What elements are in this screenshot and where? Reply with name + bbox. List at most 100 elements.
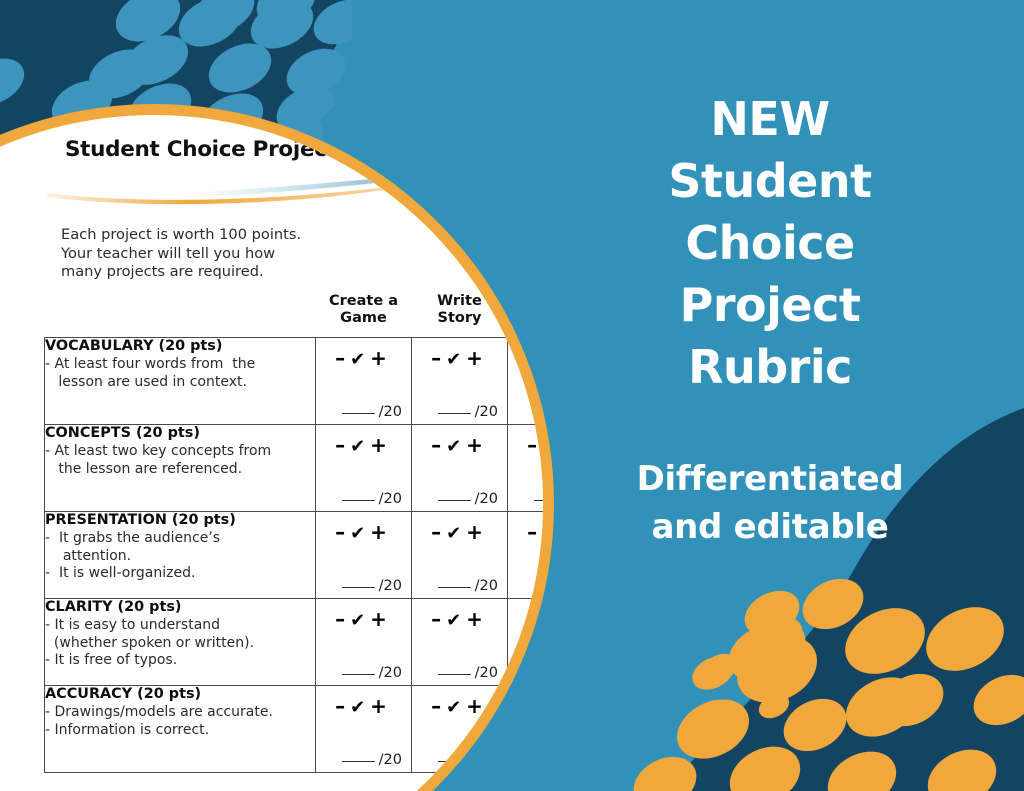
score-write-in[interactable] [533,413,543,414]
plus-mark[interactable]: + [370,694,392,718]
check-mark[interactable]: ✔ [542,523,543,544]
plus-mark[interactable]: + [466,607,488,631]
score-blank[interactable]: /20 [341,404,402,420]
score-write-in[interactable] [533,674,543,675]
score-marks[interactable]: –✔+ [412,607,507,631]
plus-mark[interactable]: + [370,607,392,631]
check-mark[interactable]: ✔ [446,697,467,718]
score-blank[interactable]: /20 [341,665,402,681]
score-write-in[interactable] [341,761,375,762]
plus-mark[interactable]: + [370,346,392,370]
score-marks[interactable]: –✔+ [508,694,543,718]
score-write-in[interactable] [533,761,543,762]
check-mark[interactable]: ✔ [446,610,467,631]
score-write-in[interactable] [533,587,543,588]
check-mark[interactable]: ✔ [350,610,371,631]
score-cell[interactable]: –✔+ /20 [507,685,543,773]
check-mark[interactable]: ✔ [542,697,543,718]
score-write-in[interactable] [437,674,471,675]
check-mark[interactable]: ✔ [350,349,371,370]
score-blank[interactable]: /20 [437,578,498,594]
plus-mark[interactable]: + [466,520,488,544]
score-cell[interactable]: –✔+ /20 [315,685,412,773]
score-blank[interactable]: /20 [437,665,498,681]
score-marks[interactable]: –✔+ [412,346,507,370]
minus-mark[interactable]: – [335,433,351,457]
score-write-in[interactable] [437,587,471,588]
check-mark[interactable]: ✔ [350,436,371,457]
check-mark[interactable]: ✔ [350,697,371,718]
plus-mark[interactable]: + [466,694,488,718]
minus-mark[interactable]: – [527,433,543,457]
check-mark[interactable]: ✔ [446,523,467,544]
plus-mark[interactable]: + [466,346,488,370]
score-write-in[interactable] [437,500,471,501]
check-mark[interactable]: ✔ [542,349,543,370]
score-cell[interactable]: –✔+ /20 [411,337,508,425]
score-cell[interactable]: –✔+ /20 [507,424,543,512]
score-blank[interactable]: /20 [533,665,543,681]
minus-mark[interactable]: – [335,520,351,544]
check-mark[interactable]: ✔ [542,436,543,457]
score-write-in[interactable] [341,587,375,588]
score-marks[interactable]: –✔+ [316,694,411,718]
score-blank[interactable]: /20 [437,491,498,507]
score-cell[interactable]: –✔+ /20 [315,424,412,512]
score-cell[interactable]: –✔+ /20 [315,511,412,599]
score-marks[interactable]: –✔+ [412,433,507,457]
score-blank[interactable]: /20 [341,578,402,594]
score-blank[interactable]: /20 [437,404,498,420]
table-row: ACCURACY (20 pts) - Drawings/models are a… [44,685,543,773]
score-write-in[interactable] [341,500,375,501]
score-marks[interactable]: –✔+ [316,433,411,457]
score-blank[interactable]: /20 [533,491,543,507]
minus-mark[interactable]: – [431,433,447,457]
minus-mark[interactable]: – [527,346,543,370]
score-write-in[interactable] [533,500,543,501]
score-cell[interactable]: –✔+ /20 [315,598,412,686]
score-write-in[interactable] [437,761,471,762]
score-write-in[interactable] [341,674,375,675]
check-mark[interactable]: ✔ [350,523,371,544]
score-marks[interactable]: –✔+ [316,346,411,370]
score-marks[interactable]: –✔+ [412,694,507,718]
score-cell[interactable]: –✔+ /20 [411,685,508,773]
minus-mark[interactable]: – [431,346,447,370]
check-mark[interactable]: ✔ [542,610,543,631]
minus-mark[interactable]: – [335,346,351,370]
score-blank[interactable]: /20 [533,404,543,420]
minus-mark[interactable]: – [527,694,543,718]
minus-mark[interactable]: – [431,694,447,718]
score-blank[interactable]: /20 [533,752,543,768]
check-mark[interactable]: ✔ [446,436,467,457]
score-blank[interactable]: /20 [341,752,402,768]
score-cell[interactable]: –✔+ /20 [411,511,508,599]
score-write-in[interactable] [341,413,375,414]
minus-mark[interactable]: – [431,520,447,544]
minus-mark[interactable]: – [335,694,351,718]
check-mark[interactable]: ✔ [446,349,467,370]
score-marks[interactable]: –✔+ [508,433,543,457]
minus-mark[interactable]: – [527,607,543,631]
plus-mark[interactable]: + [466,433,488,457]
score-blank[interactable]: /20 [341,491,402,507]
score-cell[interactable]: –✔+ /20 [507,598,543,686]
plus-mark[interactable]: + [370,433,392,457]
score-marks[interactable]: –✔+ [508,607,543,631]
minus-mark[interactable]: – [431,607,447,631]
score-write-in[interactable] [437,413,471,414]
score-marks[interactable]: –✔+ [508,346,543,370]
score-marks[interactable]: –✔+ [412,520,507,544]
score-marks[interactable]: –✔+ [316,520,411,544]
score-marks[interactable]: –✔+ [316,607,411,631]
score-marks[interactable]: –✔+ [508,520,543,544]
score-blank[interactable]: /20 [437,752,498,768]
plus-mark[interactable]: + [370,520,392,544]
score-cell[interactable]: –✔+ /20 [315,337,412,425]
score-cell[interactable]: –✔+ /20 [411,598,508,686]
score-cell[interactable]: –✔+ /20 [411,424,508,512]
minus-mark[interactable]: – [527,520,543,544]
score-cell[interactable]: –✔+ /20 [507,337,543,425]
minus-mark[interactable]: – [335,607,351,631]
score-blank[interactable]: /20 [533,578,543,594]
